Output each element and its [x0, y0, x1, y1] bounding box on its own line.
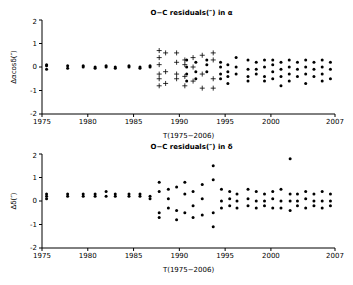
svg-text:2000: 2000 — [262, 252, 280, 260]
svg-text:2007: 2007 — [326, 252, 344, 260]
svg-text:-2: -2 — [30, 244, 37, 252]
svg-text:1975: 1975 — [33, 252, 51, 260]
svg-text:-1: -1 — [30, 221, 37, 229]
svg-text:1: 1 — [33, 174, 37, 182]
svg-text:2000: 2000 — [262, 118, 280, 126]
svg-text:1990: 1990 — [170, 118, 188, 126]
svg-text:Δδ(″): Δδ(″) — [10, 192, 18, 209]
html-text:O−C residuals(″) in δ: O−C residuals(″) in δ — [150, 143, 233, 151]
svg-text:1990: 1990 — [170, 252, 188, 260]
svg-text:1985: 1985 — [125, 118, 143, 126]
svg-text:1995: 1995 — [216, 118, 234, 126]
svg-text:T(1975−2006): T(1975−2006) — [162, 266, 215, 274]
svg-text:1980: 1980 — [79, 118, 97, 126]
svg-text:1980: 1980 — [79, 252, 97, 260]
svg-text:1: 1 — [33, 40, 37, 48]
svg-text:2: 2 — [33, 18, 37, 26]
svg-text:Δαcosδ(″): Δαcosδ(″) — [10, 50, 18, 84]
svg-text:-2: -2 — [30, 110, 37, 118]
svg-text:0: 0 — [33, 63, 37, 71]
html-text:O−C residuals(″) in α: O−C residuals(″) in α — [150, 9, 233, 17]
svg-text:2007: 2007 — [326, 118, 344, 126]
svg-text:1995: 1995 — [216, 252, 234, 260]
svg-text:-1: -1 — [30, 87, 37, 95]
svg-text:1985: 1985 — [125, 252, 143, 260]
svg-text:T(1975−2006): T(1975−2006) — [162, 132, 215, 140]
svg-text:2: 2 — [33, 152, 37, 160]
svg-text:1975: 1975 — [33, 118, 51, 126]
svg-text:0: 0 — [33, 197, 37, 205]
